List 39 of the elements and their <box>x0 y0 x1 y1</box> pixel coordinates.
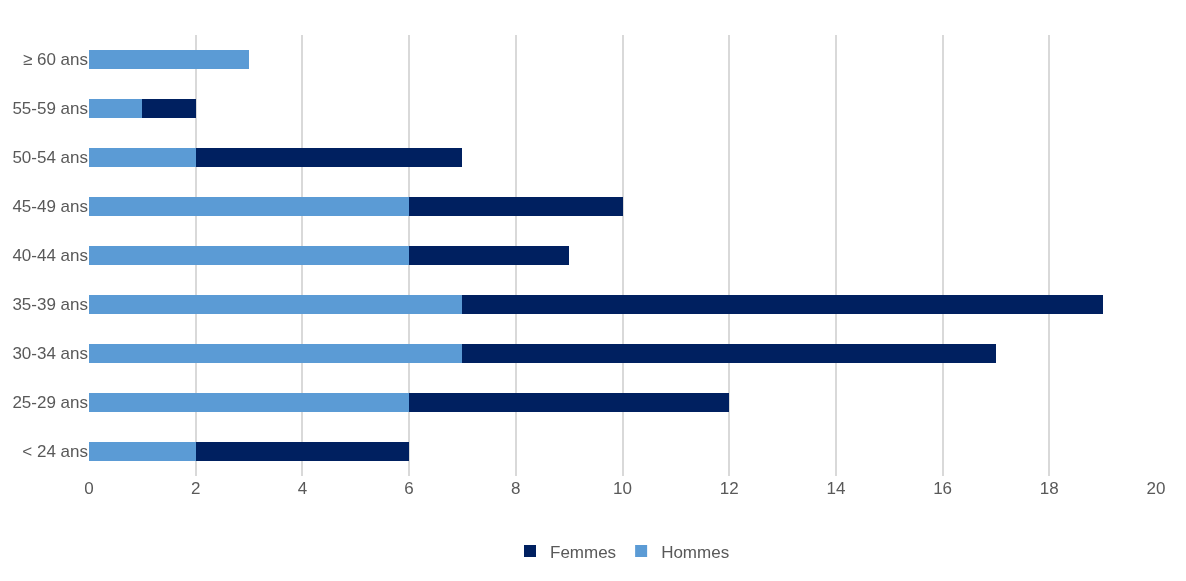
bar <box>89 393 410 412</box>
bar <box>89 295 463 314</box>
x-tick-label: 4 <box>297 479 308 498</box>
x-tick-label: 12 <box>719 479 739 498</box>
y-tick-label: 25-29 ans <box>12 393 88 413</box>
bar <box>462 344 996 363</box>
bar <box>89 442 196 461</box>
x-tick-label: 14 <box>826 479 846 498</box>
y-tick-label: ≥ 60 ans <box>22 50 88 70</box>
x-tick-label: 0 <box>84 479 94 498</box>
bar <box>89 197 410 216</box>
bar <box>89 344 463 363</box>
bar <box>89 246 410 265</box>
y-tick-label: 45-49 ans <box>12 197 88 217</box>
bar <box>409 393 730 412</box>
y-tick-label: 40-44 ans <box>12 246 88 266</box>
bar <box>409 197 623 216</box>
x-tick-label: 16 <box>933 479 953 498</box>
x-tick-label: 10 <box>613 479 632 498</box>
bar <box>462 295 1103 314</box>
y-tick-label: 35-39 ans <box>12 295 88 315</box>
bar <box>89 148 196 167</box>
legend-label: Femmes <box>550 542 617 562</box>
bar <box>195 442 410 461</box>
bar <box>142 99 196 118</box>
y-tick-label: 50-54 ans <box>12 148 88 168</box>
bar <box>409 246 570 265</box>
x-tick-label: 20 <box>1146 479 1166 498</box>
y-tick-label: 55-59 ans <box>12 99 88 119</box>
legend-label: Hommes <box>661 542 730 562</box>
x-tick-label: 18 <box>1039 479 1059 498</box>
bar <box>89 50 250 69</box>
x-tick-label: 8 <box>511 479 521 498</box>
y-tick-label: < 24 ans <box>22 442 88 462</box>
x-tick-label: 6 <box>404 479 414 498</box>
bar <box>89 99 143 118</box>
x-tick-label: 2 <box>190 479 201 498</box>
bar <box>195 148 463 167</box>
y-tick-label: 30-34 ans <box>12 344 88 364</box>
